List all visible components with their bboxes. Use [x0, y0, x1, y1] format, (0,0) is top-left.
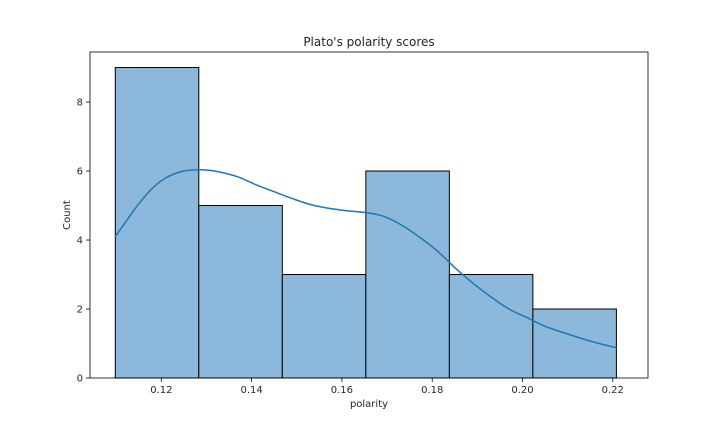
x-tick-label: 0.12: [150, 385, 172, 396]
chart-title: Plato's polarity scores: [303, 35, 434, 49]
histogram-bar: [532, 308, 617, 379]
histogram-bar: [448, 274, 534, 379]
plot-frame: [89, 51, 649, 379]
x-tick-label: 0.20: [511, 385, 533, 396]
histogram-bar: [114, 67, 200, 379]
kde-curve: [114, 168, 617, 349]
x-axis-label: polarity: [350, 399, 388, 410]
x-tick-label: 0.14: [240, 385, 262, 396]
y-tick-label: 8: [77, 98, 83, 109]
histogram-bar: [198, 205, 283, 379]
y-axis-ticks: 0 2 4 6 8: [77, 98, 90, 385]
y-tick-label: 0: [77, 374, 83, 385]
x-tick-label: 0.18: [421, 385, 443, 396]
x-tick-label: 0.22: [602, 385, 624, 396]
bars-group: [114, 67, 617, 379]
y-tick-label: 2: [77, 305, 83, 316]
histogram-bar: [281, 274, 367, 379]
x-axis-ticks: 0.12 0.14 0.16 0.18 0.20 0.22: [150, 378, 624, 396]
y-tick-label: 6: [77, 167, 83, 178]
x-tick-label: 0.16: [331, 385, 353, 396]
y-axis-label: Count: [62, 200, 73, 230]
histogram-bar: [365, 170, 450, 379]
y-tick-label: 4: [77, 236, 83, 247]
